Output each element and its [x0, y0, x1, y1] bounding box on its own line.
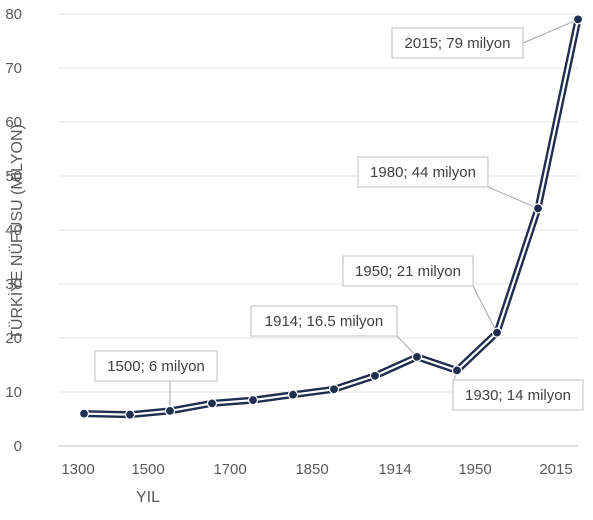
data-point	[328, 384, 340, 395]
y-axis-ticks: 0 10 20 30 40 50 60 70 80	[5, 6, 22, 455]
data-callouts: 1500; 6 milyon 1914; 16.5 milyon 1930; 14 …	[94, 27, 584, 411]
callout-box	[94, 350, 218, 382]
callout-label: 1500; 6 milyon	[107, 358, 205, 375]
callout-leader	[522, 18, 579, 44]
data-point	[411, 351, 423, 362]
x-tick-label: 1850	[295, 461, 328, 478]
data-point	[369, 370, 381, 381]
y-tick-label: 40	[5, 222, 22, 239]
y-tick-label: 0	[14, 438, 22, 455]
callout-label: 1914; 16.5 milyon	[265, 313, 383, 330]
callout-label: 1950; 21 milyon	[355, 263, 461, 280]
callout-label: 1930; 14 milyon	[465, 387, 571, 404]
x-axis-ticks: 1300 1500 1700 1850 1914 1950 2015	[61, 461, 572, 478]
data-points	[78, 14, 584, 420]
y-tick-label: 20	[5, 330, 22, 347]
x-tick-label: 1914	[378, 461, 411, 478]
data-point	[532, 203, 544, 214]
y-axis-title: TÜRKİYE NÜFUSU (MİLYON)	[7, 124, 26, 340]
data-point	[78, 408, 90, 419]
data-point	[247, 395, 259, 406]
data-point	[572, 14, 584, 25]
x-axis-title: YIL	[136, 489, 160, 506]
x-tick-label: 2015	[539, 461, 572, 478]
x-tick-label: 1700	[213, 461, 246, 478]
x-tick-label: 1500	[131, 461, 164, 478]
gridlines	[58, 13, 578, 393]
y-tick-label: 80	[5, 6, 22, 23]
callout-box	[452, 379, 584, 411]
x-tick-label: 1300	[61, 461, 94, 478]
data-point	[491, 327, 503, 338]
data-point	[287, 389, 299, 400]
data-point	[206, 398, 218, 409]
callout-box	[357, 156, 489, 188]
x-tick-label: 1950	[458, 461, 491, 478]
y-tick-label: 30	[5, 276, 22, 293]
callout-box	[250, 305, 398, 337]
data-point	[451, 365, 463, 376]
callout-box	[391, 27, 524, 59]
y-tick-label: 10	[5, 384, 22, 401]
data-point	[164, 405, 176, 416]
data-point	[124, 409, 136, 420]
y-tick-label: 70	[5, 60, 22, 77]
callout-leader	[472, 285, 498, 333]
callout-leader	[487, 186, 539, 209]
y-tick-label: 50	[5, 168, 22, 185]
callout-leaders	[169, 18, 579, 411]
callout-label: 2015; 79 milyon	[405, 35, 511, 52]
callout-label: 1980; 44 milyon	[370, 164, 476, 181]
callout-box	[342, 255, 474, 287]
y-tick-label: 60	[5, 114, 22, 131]
